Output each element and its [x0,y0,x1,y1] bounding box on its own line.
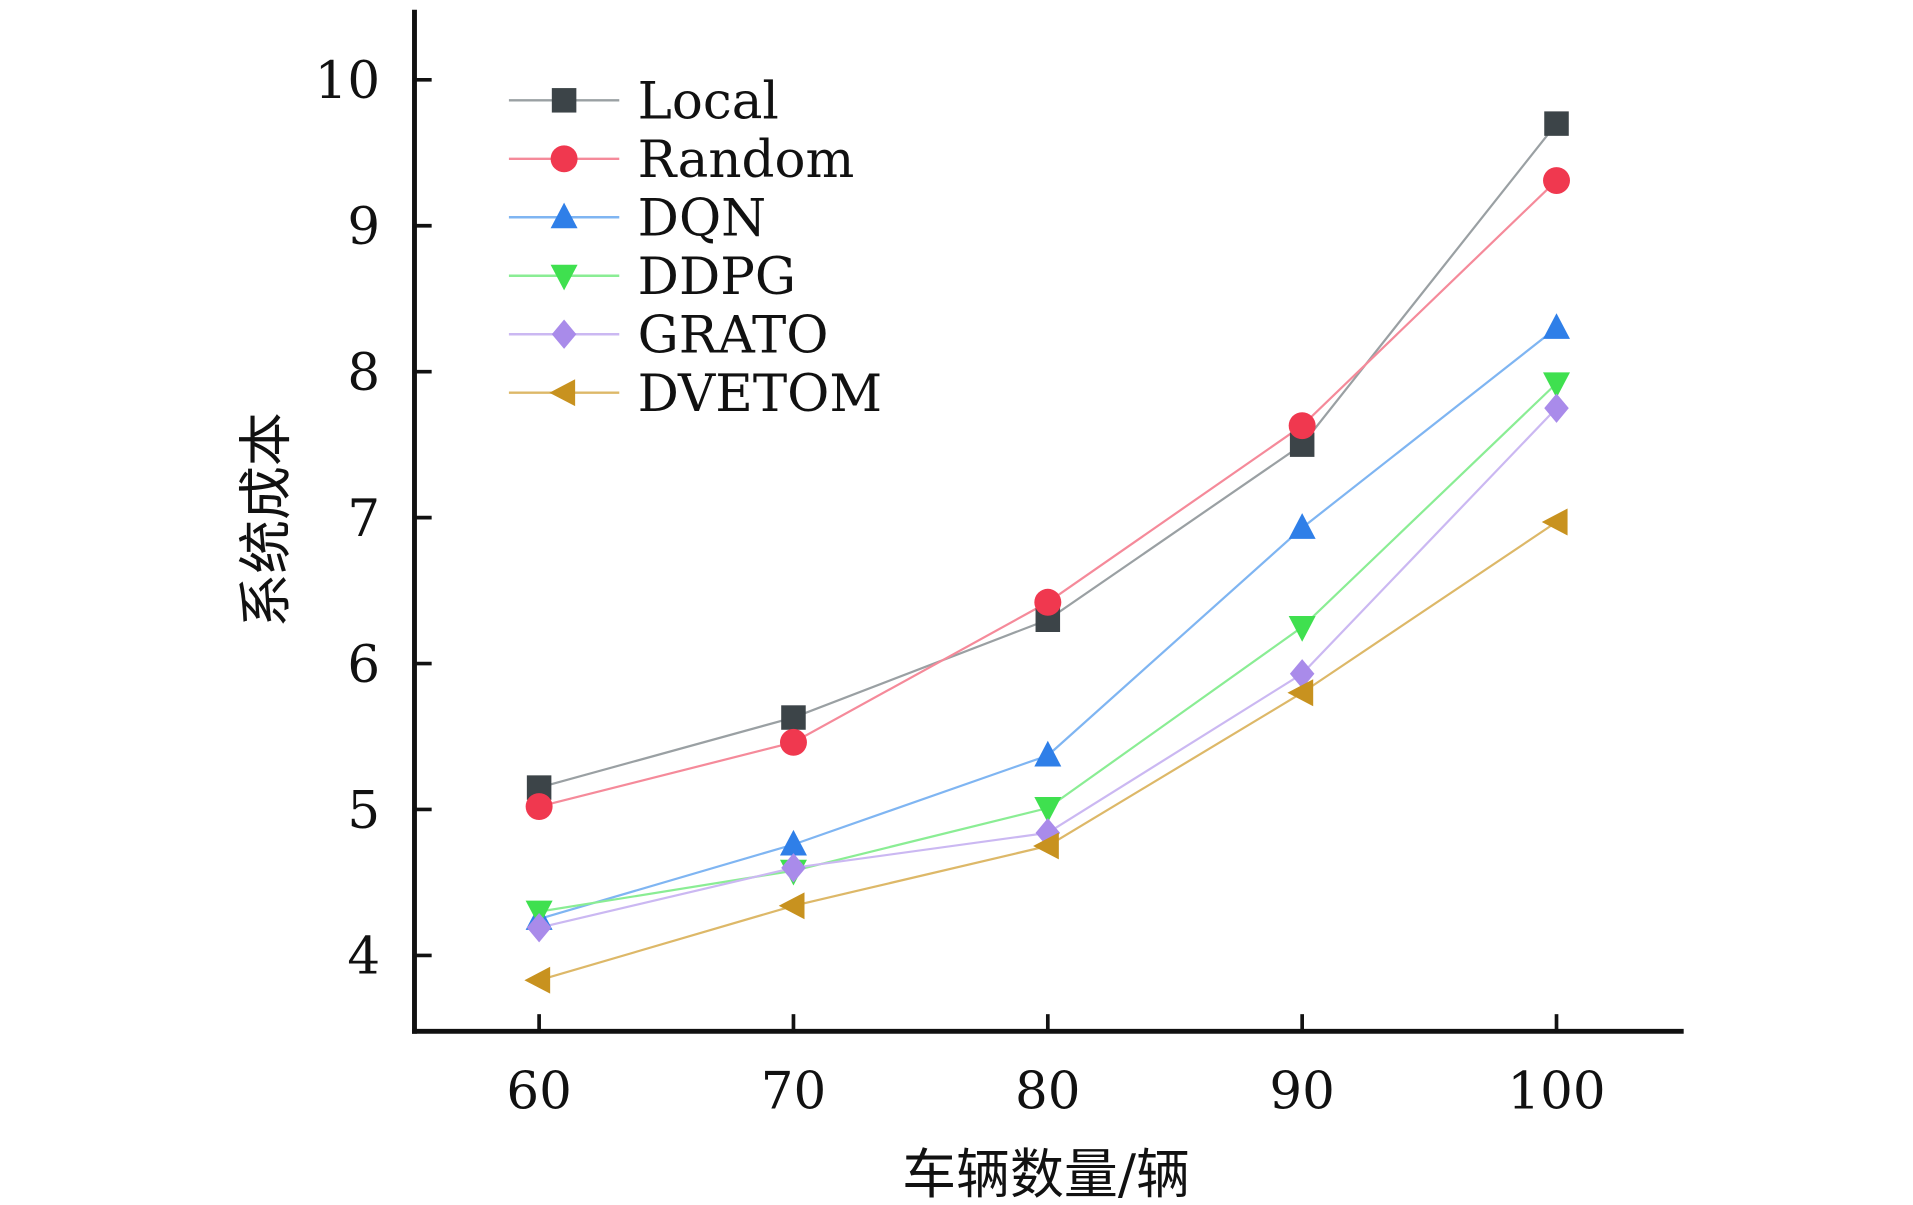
data-point-random-100 [1543,167,1570,194]
legend-label-dvetom: DVETOM [638,364,882,424]
legend-marker-random [550,145,578,173]
data-point-local-70 [781,705,806,730]
data-point-grato-60 [526,912,552,943]
data-point-dvetom-100 [1541,508,1568,536]
axes: 60 70 80 90 100 4 5 6 7 8 9 10 [315,9,1684,1121]
legend-marker-dvetom [549,379,576,407]
data-point-random-70 [779,728,807,756]
data-point-dqn-80 [1034,740,1062,767]
data-point-ddpg-80 [1034,797,1062,823]
legend-marker-local [551,88,577,113]
y-axis-label: 系统成本 [234,412,297,627]
x-tick-label-90: 90 [1269,1061,1335,1121]
legend-label-random: Random [638,130,855,190]
data-point-random-90 [1288,412,1316,440]
x-axis-label: 车辆数量/辆 [902,1143,1190,1205]
data-point-dvetom-60 [524,966,551,994]
y-tick-label-9: 9 [347,197,380,257]
data-point-ddpg-90 [1288,616,1316,642]
y-tick-label-10: 10 [315,51,381,111]
legend-label-dqn: DQN [638,189,767,249]
data-point-random-80 [1034,588,1062,616]
x-tick-label-80: 80 [1015,1061,1081,1121]
data-point-dqn-70 [779,829,807,856]
data-point-dqn-100 [1543,313,1570,339]
y-tick-label-4: 4 [347,927,380,987]
x-tick-label-100: 100 [1507,1061,1605,1121]
legend-label-ddpg: DDPG [638,247,796,307]
y-tick-label-7: 7 [347,489,380,549]
data-point-grato-70 [781,853,806,883]
legend-marker-dqn [550,202,578,229]
legend-marker-ddpg [550,264,578,291]
y-tick-label-6: 6 [347,635,380,695]
data-point-ddpg-100 [1543,372,1570,399]
data-point-dvetom-70 [778,892,805,920]
x-tick-label-60: 60 [506,1061,572,1121]
data-point-random-60 [525,793,553,821]
data-point-dqn-90 [1288,513,1316,539]
y-tick-label-8: 8 [347,343,380,403]
data-point-dvetom-80 [1033,832,1059,860]
legend-marker-grato [551,319,577,349]
data-point-dvetom-90 [1287,679,1314,707]
y-tick-label-5: 5 [347,781,380,841]
legend-label-local: Local [638,72,779,132]
data-point-local-100 [1544,111,1569,136]
x-tick-label-70: 70 [761,1061,827,1121]
legend-label-grato: GRATO [638,306,829,366]
